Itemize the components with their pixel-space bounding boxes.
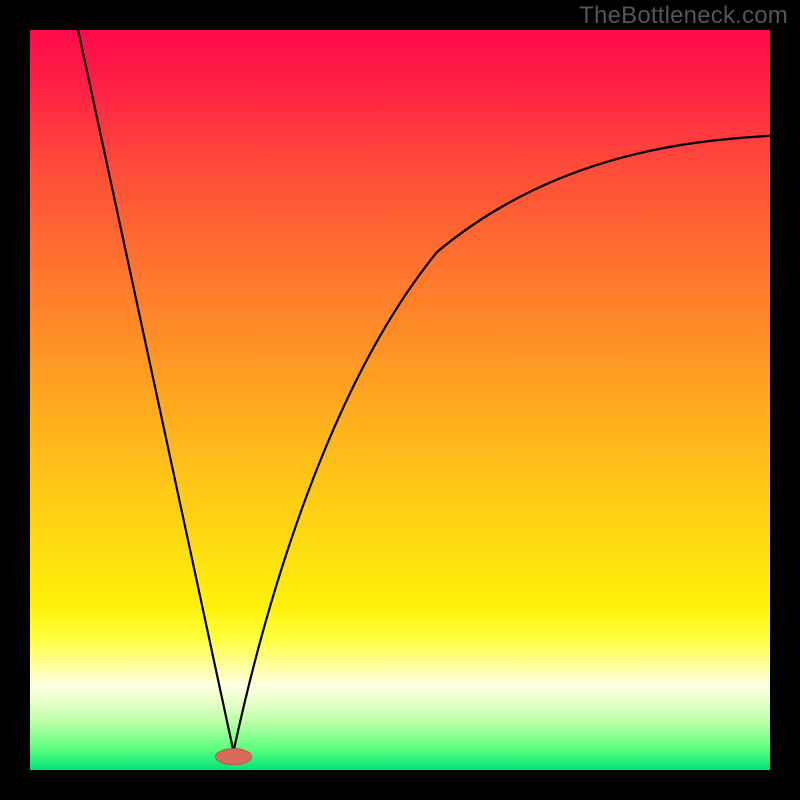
chart-container: TheBottleneck.com <box>0 0 800 800</box>
chart-plot-area <box>30 30 770 770</box>
optimal-point-marker <box>216 749 252 765</box>
bottleneck-chart <box>0 0 800 800</box>
watermark-text: TheBottleneck.com <box>579 2 788 30</box>
